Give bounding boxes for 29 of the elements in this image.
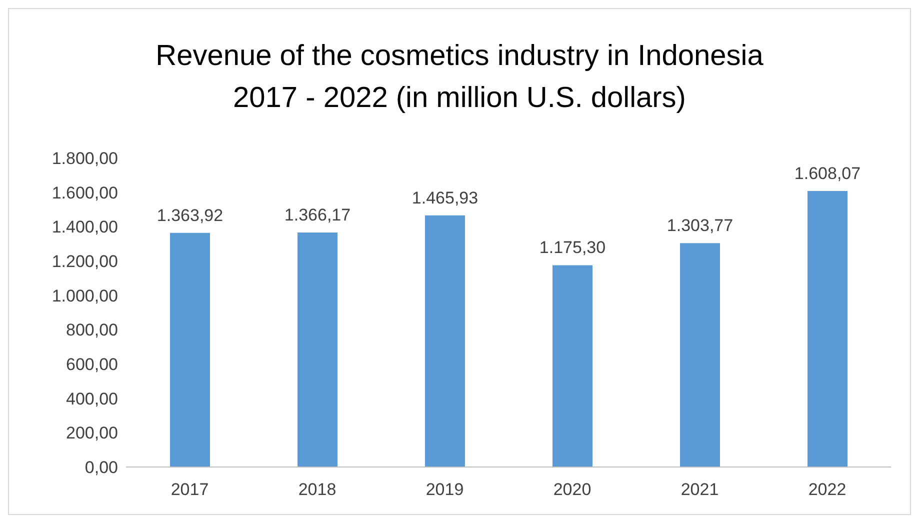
y-tick-label: 200,00	[66, 424, 118, 443]
y-tick-label: 1.000,00	[52, 286, 118, 306]
y-tick-label: 1.600,00	[52, 183, 118, 202]
y-tick-label: 1.400,00	[52, 218, 118, 237]
chart-title: Revenue of the cosmetics industry in Indonesia 2017 - 2022 (in million U.S. dollars)	[154, 38, 764, 116]
x-tick-label: 2018	[298, 480, 336, 500]
x-tick-label: 2021	[680, 480, 719, 500]
data-label: 1.363,92	[156, 206, 224, 225]
bar	[552, 265, 592, 467]
y-tick-label: 1.200,00	[52, 252, 118, 272]
bar	[170, 232, 210, 467]
bar	[298, 232, 338, 467]
y-tick-label: 400,00	[66, 389, 118, 408]
y-tick-label: 0,00	[84, 458, 118, 478]
data-label: 1.465,93	[412, 188, 478, 208]
data-label: 1.608,07	[794, 164, 861, 183]
bar	[680, 243, 720, 467]
bar	[808, 190, 848, 467]
y-tick-label: 800,00	[66, 320, 118, 340]
y-tick-label: 600,00	[66, 355, 118, 374]
x-tick-label: 2019	[426, 480, 464, 500]
x-tick-label: 2017	[170, 480, 209, 500]
y-tick-label: 1.800,00	[52, 149, 118, 168]
data-label: 1.366,17	[284, 205, 351, 224]
data-label: 1.303,77	[666, 216, 734, 236]
x-tick-label: 2020	[553, 480, 592, 500]
x-tick-label: 2022	[808, 480, 846, 500]
data-label: 1.175,30	[539, 238, 606, 258]
bar	[425, 215, 465, 467]
